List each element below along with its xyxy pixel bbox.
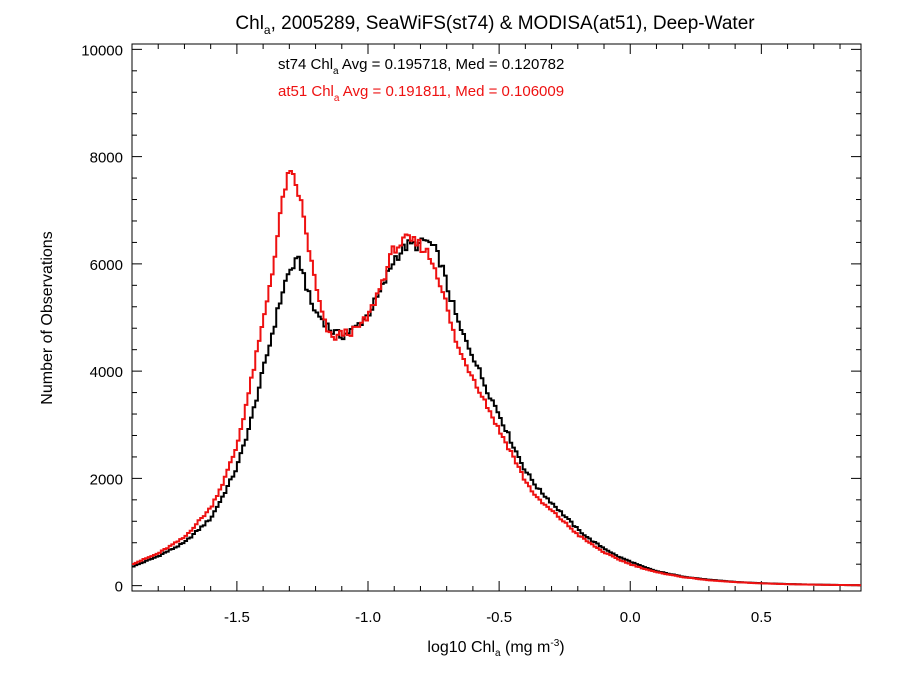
x-axis-label-middle: (mg m — [501, 639, 551, 656]
annotation-st74-prefix: st74 Chl — [278, 56, 333, 73]
x-tick-label: 0.0 — [620, 609, 641, 626]
y-tick-label: 6000 — [90, 257, 123, 274]
annotation-st74: st74 Chla Avg = 0.195718, Med = 0.120782 — [278, 56, 564, 77]
plot-frame — [131, 43, 862, 592]
chart-title: Chla, 2005289, SeaWiFS(st74) & MODISA(at… — [235, 13, 755, 37]
chart-title-subscript: a — [264, 23, 271, 37]
annotation-at51-suffix: Avg = 0.191811, Med = 0.106009 — [339, 83, 564, 100]
y-tick-label: 0 — [115, 579, 123, 596]
y-tick-label: 2000 — [90, 471, 123, 488]
x-axis-label-suffix: ) — [559, 639, 564, 656]
x-axis-label-superscript: -3 — [550, 638, 559, 649]
y-tick-label: 8000 — [90, 150, 123, 167]
x-tick-label: 0.5 — [751, 609, 772, 626]
x-tick-label: -0.5 — [486, 609, 512, 626]
chart-title-rest: , 2005289, SeaWiFS(st74) & MODISA(at51),… — [271, 13, 756, 34]
chart-title-prefix: Chl — [235, 13, 264, 34]
y-axis-label: Number of Observations — [39, 231, 56, 404]
x-tick-label: -1.5 — [224, 609, 250, 626]
x-axis-label-prefix: log10 Chl — [427, 639, 495, 656]
x-axis-label: log10 Chla (mg m-3) — [427, 638, 564, 659]
annotation-at51: at51 Chla Avg = 0.191811, Med = 0.106009 — [278, 83, 564, 104]
plot-series — [132, 170, 861, 587]
annotation-st74-suffix: Avg = 0.195718, Med = 0.120782 — [339, 56, 565, 73]
y-tick-label: 10000 — [81, 42, 123, 59]
annotation-at51-subscript: a — [334, 93, 340, 104]
y-axis-ticks: 0 2000 4000 6000 8000 10000 — [81, 42, 861, 596]
series-at51-line — [132, 170, 861, 587]
y-tick-label: 4000 — [90, 364, 123, 381]
series-st74-line — [132, 237, 861, 587]
x-axis-ticks: -1.5 -1.0 -0.5 0.0 0.5 — [157, 44, 841, 626]
annotation-st74-subscript: a — [333, 66, 339, 77]
x-tick-label: -1.0 — [355, 609, 381, 626]
x-axis-label-subscript: a — [495, 648, 501, 659]
annotation-at51-prefix: at51 Chl — [278, 83, 334, 100]
